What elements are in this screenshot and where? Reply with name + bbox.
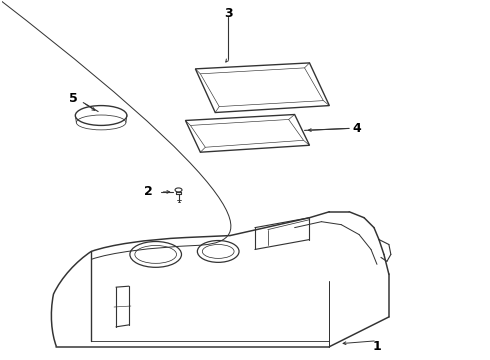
Text: 5: 5 [69, 92, 78, 105]
Text: 4: 4 [353, 122, 362, 135]
Text: 2: 2 [145, 185, 153, 198]
Text: 1: 1 [372, 340, 381, 353]
Text: 3: 3 [224, 7, 232, 20]
